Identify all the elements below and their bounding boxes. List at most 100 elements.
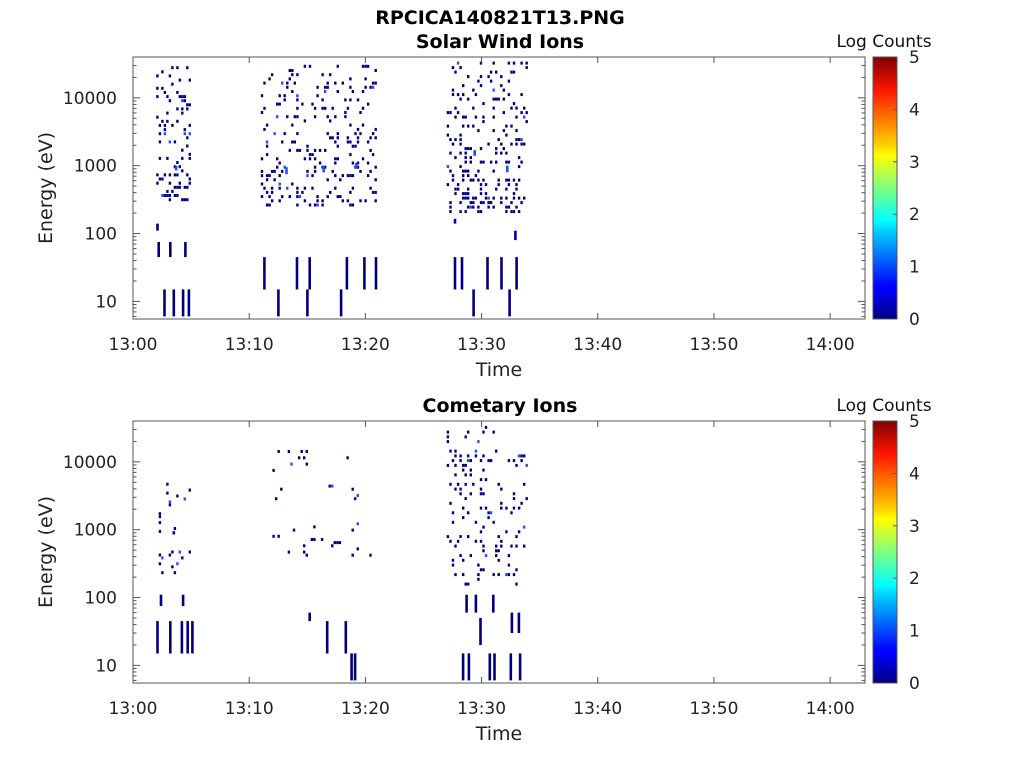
count-cell	[344, 115, 347, 119]
count-cell	[454, 115, 457, 119]
count-cell	[482, 549, 485, 553]
count-cell	[477, 205, 480, 209]
count-cell	[517, 530, 521, 534]
count-cell	[507, 205, 511, 209]
count-cell	[477, 178, 480, 182]
count-cell	[507, 93, 511, 97]
count-cell	[464, 160, 467, 164]
count-cell	[180, 621, 184, 654]
count-cell	[472, 289, 475, 317]
count-cell	[281, 195, 284, 199]
count-cell	[495, 147, 498, 151]
count-cell	[334, 161, 337, 165]
count-cell	[462, 124, 465, 128]
count-cell	[500, 487, 503, 491]
count-cell	[188, 177, 191, 181]
count-cell	[366, 102, 370, 106]
y-tick-label: 100	[85, 225, 117, 245]
count-cell	[183, 132, 186, 136]
count-cell	[446, 535, 450, 539]
colorbar-tick-label: 5	[909, 412, 920, 432]
count-cell	[156, 74, 159, 78]
count-cell	[369, 186, 372, 190]
count-cell	[290, 462, 293, 466]
count-cell	[520, 61, 523, 65]
count-cell	[156, 95, 159, 99]
count-cell	[454, 70, 457, 74]
colorbar-label: Log Counts	[836, 32, 931, 52]
count-cell	[184, 242, 187, 258]
count-cell	[263, 127, 266, 131]
count-cell	[512, 196, 516, 200]
count-cell	[451, 511, 455, 515]
count-cell	[467, 459, 470, 463]
x-axis-label: Time	[475, 723, 523, 745]
count-cell	[512, 573, 516, 577]
count-cell	[166, 156, 169, 160]
count-cell	[469, 492, 472, 496]
count-cell	[500, 84, 503, 88]
count-cell	[181, 107, 184, 111]
count-cell	[336, 157, 339, 161]
count-cell	[505, 506, 508, 510]
count-cell	[364, 64, 367, 68]
count-cell	[346, 174, 350, 178]
count-cell	[487, 196, 490, 200]
count-cell	[176, 119, 179, 123]
count-cell	[459, 554, 462, 558]
count-cell	[497, 482, 500, 486]
count-cell	[464, 473, 467, 477]
count-cell	[464, 192, 467, 196]
plot-frame	[132, 56, 866, 320]
count-cell	[456, 111, 460, 115]
count-cell	[263, 257, 266, 290]
count-cell	[446, 430, 450, 434]
count-cell	[178, 181, 181, 185]
count-cell	[308, 257, 311, 290]
count-cell	[482, 468, 485, 472]
count-cell	[454, 192, 457, 196]
count-cell	[313, 165, 317, 169]
count-cell	[449, 482, 452, 486]
count-cell	[171, 550, 174, 554]
count-cell	[183, 497, 186, 501]
count-cell	[520, 201, 523, 205]
count-cell	[186, 198, 189, 202]
count-cell	[351, 144, 355, 148]
count-cell	[464, 435, 467, 439]
count-cell	[275, 497, 278, 501]
count-cell	[517, 178, 521, 182]
count-cell	[156, 115, 159, 119]
y-axis-label: Energy (eV)	[35, 496, 57, 608]
count-cell	[472, 205, 475, 209]
count-cell	[172, 289, 176, 317]
x-tick-label: 13:30	[457, 335, 506, 355]
count-cell	[356, 161, 360, 165]
count-cell	[479, 618, 482, 645]
count-cell	[502, 129, 505, 133]
y-tick-label: 1000	[74, 521, 117, 541]
count-cell	[169, 242, 172, 258]
count-cell	[361, 90, 365, 93]
count-cell	[462, 93, 465, 97]
count-cell	[303, 119, 307, 123]
count-cell	[158, 562, 162, 566]
count-cell	[296, 190, 299, 194]
count-cell	[523, 196, 526, 200]
count-cell	[467, 511, 470, 515]
count-cell	[187, 289, 191, 317]
count-cell	[158, 521, 162, 525]
count-cell	[286, 85, 289, 89]
count-cell	[464, 210, 467, 214]
count-cell	[168, 181, 172, 185]
count-cell	[324, 85, 327, 89]
count-cell	[158, 512, 162, 516]
count-cell	[349, 123, 352, 127]
count-cell	[484, 506, 488, 510]
count-cell	[171, 565, 174, 569]
count-cell	[176, 194, 179, 197]
x-tick-label: 13:30	[457, 699, 506, 719]
count-cell	[181, 156, 184, 160]
count-cell	[495, 544, 498, 548]
